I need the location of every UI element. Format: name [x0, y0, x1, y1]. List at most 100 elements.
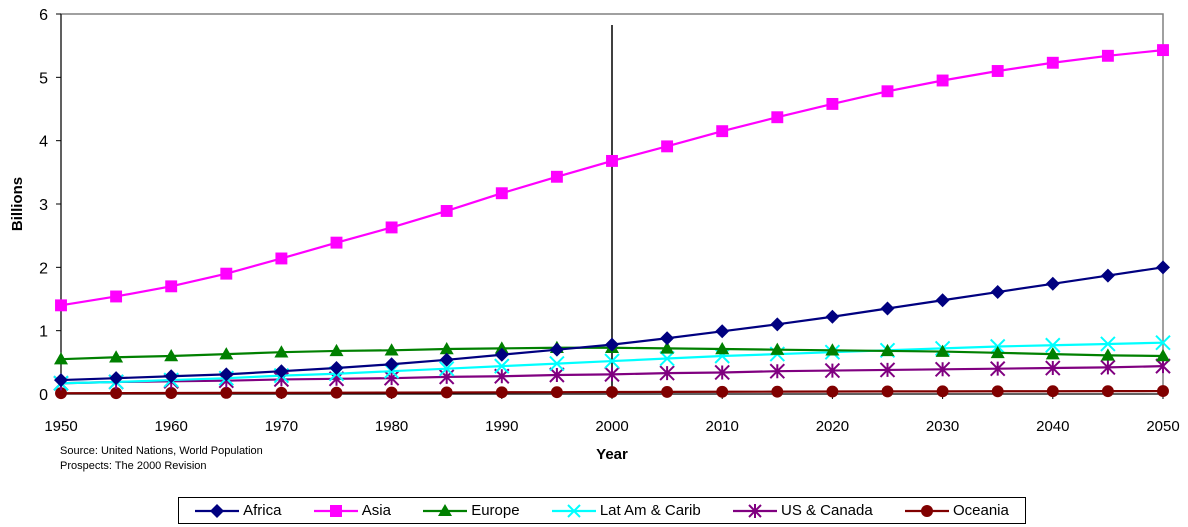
data-point — [934, 361, 951, 378]
series-asia — [55, 44, 1169, 312]
source-line-1: Source: United Nations, World Population — [60, 445, 263, 457]
y-tick-label: 6 — [39, 7, 48, 24]
data-point — [1157, 385, 1169, 398]
data-point — [439, 342, 454, 355]
legend-item: Africa — [195, 502, 281, 520]
source-note: Source: United Nations, World Population… — [60, 444, 263, 474]
data-point — [1100, 359, 1116, 376]
legend-item: US & Canada — [732, 502, 873, 520]
data-point — [495, 386, 508, 399]
data-point — [771, 385, 784, 398]
y-tick-label: 3 — [39, 197, 48, 214]
data-point — [880, 301, 895, 316]
x-tick-label: 1980 — [375, 418, 408, 435]
data-point — [330, 236, 343, 249]
data-point — [549, 367, 565, 383]
chart: 0 1 2 3 4 5 6 1950 1960 1970 1980 1990 2000 2010 2020 2… — [9, 7, 1180, 463]
data-point — [604, 353, 620, 369]
data-point — [604, 366, 620, 383]
data-point — [385, 386, 398, 399]
data-point — [110, 290, 123, 303]
x-tick-label: 2040 — [1036, 418, 1069, 435]
data-point — [110, 387, 123, 400]
data-point — [716, 385, 729, 398]
data-point — [1046, 56, 1059, 69]
legend-label: Lat Am & Carib — [599, 502, 701, 519]
legend-marker — [748, 503, 762, 518]
data-point — [165, 280, 178, 293]
x-axis-title: Year — [596, 446, 628, 463]
data-point — [990, 285, 1005, 300]
data-point — [494, 347, 509, 362]
data-point — [55, 299, 67, 312]
legend-label: Europe — [471, 502, 520, 519]
data-point — [1045, 276, 1060, 291]
data-point — [219, 347, 234, 360]
legend-marker — [438, 503, 453, 516]
data-point — [55, 387, 67, 400]
data-point — [990, 345, 1005, 359]
source-line-2: Prospects: The 2000 Revision — [60, 460, 207, 472]
legend-swatch — [195, 503, 240, 518]
data-point — [495, 187, 508, 200]
data-point — [825, 343, 840, 356]
data-point — [1046, 385, 1059, 398]
y-tick-label: 1 — [39, 324, 48, 341]
data-point — [329, 343, 344, 357]
data-point — [824, 362, 841, 379]
legend-marker — [329, 504, 342, 517]
x-tick-label: 2000 — [595, 418, 628, 435]
data-point — [879, 362, 896, 378]
data-point — [659, 365, 675, 381]
x-tick-label: 2050 — [1146, 418, 1179, 435]
data-point — [220, 386, 233, 399]
data-point — [769, 363, 786, 379]
data-point — [605, 337, 619, 352]
legend-label: Asia — [361, 502, 391, 519]
y-tick-label: 4 — [39, 134, 48, 151]
data-point — [164, 349, 179, 362]
data-point — [771, 111, 784, 124]
data-point — [1100, 336, 1116, 352]
data-point — [494, 358, 510, 374]
data-point — [549, 342, 564, 357]
y-tick-label: 5 — [39, 70, 48, 87]
x-tick-label: 1970 — [265, 418, 298, 435]
data-point — [989, 360, 1006, 377]
data-point — [165, 387, 178, 399]
data-point — [881, 85, 894, 98]
data-point — [275, 386, 288, 399]
data-point — [1157, 44, 1169, 57]
data-point — [54, 352, 68, 365]
data-point — [1045, 347, 1060, 360]
legend-item: Oceania — [904, 502, 1009, 520]
data-point — [109, 350, 124, 363]
data-point — [439, 352, 454, 367]
data-point — [440, 386, 453, 399]
x-tick-label: 2030 — [926, 418, 959, 435]
legend-swatch — [732, 503, 777, 518]
data-point — [384, 343, 399, 356]
data-point — [991, 385, 1004, 398]
data-point — [220, 267, 233, 280]
data-point — [660, 331, 675, 346]
data-point — [606, 386, 618, 398]
data-point — [384, 357, 399, 372]
legend-swatch — [313, 504, 358, 517]
data-point — [330, 386, 343, 399]
legend-item: Europe — [423, 502, 520, 520]
data-point — [991, 65, 1004, 77]
data-point — [660, 341, 675, 354]
series-africa — [54, 260, 1170, 388]
series-oceania — [55, 385, 1169, 400]
data-point — [219, 367, 234, 382]
data-point — [109, 371, 124, 386]
legend-marker — [210, 503, 225, 518]
legend-marker — [920, 504, 933, 517]
data-point — [438, 360, 455, 377]
data-point — [274, 364, 289, 379]
y-tick-label: 0 — [39, 387, 48, 404]
data-point — [1100, 268, 1115, 283]
data-point — [661, 385, 674, 398]
data-point — [549, 355, 565, 372]
